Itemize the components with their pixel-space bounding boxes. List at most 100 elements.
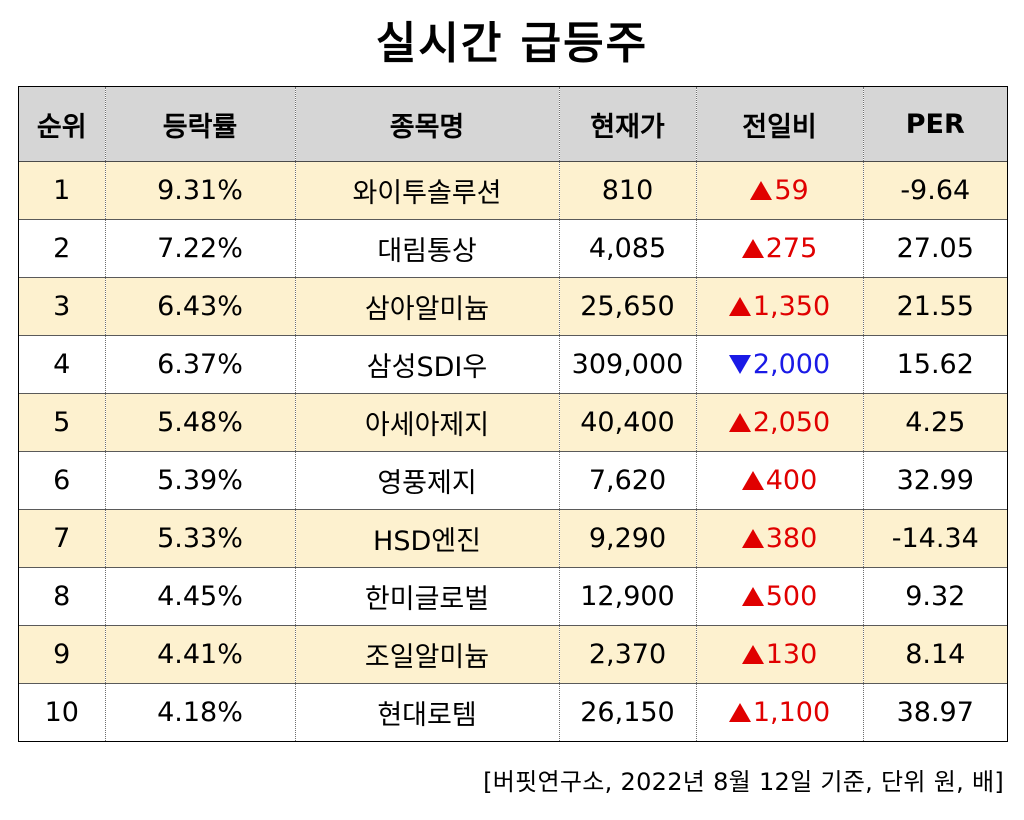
change-amount: 2,050 [752, 406, 831, 438]
cell-change: 2,050 [696, 393, 864, 452]
cell-per: 32.99 [863, 451, 1007, 510]
cell-per: 9.32 [863, 567, 1007, 626]
table-row: 3 6.43% 삼아알미늄 25,650 1,350 21.55 [19, 277, 1007, 336]
cell-stock-name: HSD엔진 [295, 509, 560, 568]
change-amount: 380 [765, 522, 818, 554]
cell-price: 26,150 [559, 683, 697, 741]
change-value: 1,100 [728, 696, 831, 728]
table-header-row: 순위 등락률 종목명 현재가 전일비 PER [19, 87, 1007, 162]
change-value: 2,050 [728, 406, 831, 438]
down-triangle-icon [728, 354, 751, 374]
cell-rank: 3 [19, 277, 106, 336]
cell-rate: 5.33% [105, 509, 296, 568]
cell-rank: 5 [19, 393, 106, 452]
change-value: 130 [741, 638, 818, 670]
cell-rank: 8 [19, 567, 106, 626]
cell-rate: 5.39% [105, 451, 296, 510]
up-triangle-icon [741, 644, 764, 664]
change-value: 500 [741, 580, 818, 612]
table-row: 8 4.45% 한미글로벌 12,900 500 9.32 [19, 567, 1007, 626]
cell-stock-name: 현대로템 [295, 683, 560, 741]
column-header-change: 전일비 [696, 87, 864, 162]
change-value: 59 [750, 174, 809, 206]
cell-rate: 6.37% [105, 335, 296, 394]
cell-stock-name: 삼성SDI우 [295, 335, 560, 394]
cell-price: 810 [559, 161, 697, 220]
cell-price: 40,400 [559, 393, 697, 452]
column-header-rank: 순위 [19, 87, 106, 162]
up-triangle-icon [741, 470, 764, 490]
cell-rank: 9 [19, 625, 106, 684]
change-value: 2,000 [728, 348, 831, 380]
change-amount: 1,100 [752, 696, 831, 728]
cell-rank: 4 [19, 335, 106, 394]
change-amount: 130 [765, 638, 818, 670]
up-triangle-icon [728, 412, 751, 432]
cell-per: 38.97 [863, 683, 1007, 741]
cell-price: 25,650 [559, 277, 697, 336]
cell-per: 4.25 [863, 393, 1007, 452]
column-header-rate: 등락률 [105, 87, 296, 162]
cell-rank: 6 [19, 451, 106, 510]
cell-change: 2,000 [696, 335, 864, 394]
cell-stock-name: 와이투솔루션 [295, 161, 560, 220]
up-triangle-icon [750, 180, 773, 200]
table-row: 4 6.37% 삼성SDI우 309,000 2,000 15.62 [19, 335, 1007, 394]
cell-per: 21.55 [863, 277, 1007, 336]
cell-rank: 10 [19, 683, 106, 741]
cell-stock-name: 한미글로벌 [295, 567, 560, 626]
change-amount: 500 [765, 580, 818, 612]
cell-price: 2,370 [559, 625, 697, 684]
table-row: 1 9.31% 와이투솔루션 810 59 -9.64 [19, 161, 1007, 220]
change-amount: 400 [765, 464, 818, 496]
up-triangle-icon [741, 238, 764, 258]
cell-stock-name: 대림통상 [295, 219, 560, 278]
cell-price: 7,620 [559, 451, 697, 510]
cell-change: 1,100 [696, 683, 864, 741]
table-row: 6 5.39% 영풍제지 7,620 400 32.99 [19, 451, 1007, 510]
cell-per: -9.64 [863, 161, 1007, 220]
cell-rank: 2 [19, 219, 106, 278]
cell-rate: 4.18% [105, 683, 296, 741]
cell-change: 59 [696, 161, 864, 220]
cell-stock-name: 삼아알미늄 [295, 277, 560, 336]
cell-rate: 4.45% [105, 567, 296, 626]
page-title: 실시간 급등주 [375, 18, 649, 69]
table-row: 5 5.48% 아세아제지 40,400 2,050 4.25 [19, 393, 1007, 452]
table-row: 7 5.33% HSD엔진 9,290 380 -14.34 [19, 509, 1007, 568]
change-value: 1,350 [728, 290, 831, 322]
cell-stock-name: 조일알미늄 [295, 625, 560, 684]
column-header-per: PER [863, 87, 1007, 162]
column-header-name: 종목명 [295, 87, 560, 162]
up-triangle-icon [741, 528, 764, 548]
table-row: 9 4.41% 조일알미늄 2,370 130 8.14 [19, 625, 1007, 684]
cell-per: 27.05 [863, 219, 1007, 278]
cell-rate: 9.31% [105, 161, 296, 220]
cell-rank: 7 [19, 509, 106, 568]
change-amount: 275 [765, 232, 818, 264]
cell-stock-name: 아세아제지 [295, 393, 560, 452]
cell-rate: 6.43% [105, 277, 296, 336]
change-value: 380 [741, 522, 818, 554]
cell-rate: 7.22% [105, 219, 296, 278]
change-amount: 2,000 [752, 348, 831, 380]
cell-rate: 5.48% [105, 393, 296, 452]
table-row: 2 7.22% 대림통상 4,085 275 27.05 [19, 219, 1007, 278]
change-value: 400 [741, 464, 818, 496]
change-amount: 59 [774, 174, 809, 206]
cell-change: 275 [696, 219, 864, 278]
cell-change: 500 [696, 567, 864, 626]
change-amount: 1,350 [752, 290, 831, 322]
cell-change: 130 [696, 625, 864, 684]
cell-change: 400 [696, 451, 864, 510]
cell-per: 15.62 [863, 335, 1007, 394]
cell-price: 4,085 [559, 219, 697, 278]
cell-stock-name: 영풍제지 [295, 451, 560, 510]
cell-price: 12,900 [559, 567, 697, 626]
change-value: 275 [741, 232, 818, 264]
up-triangle-icon [741, 586, 764, 606]
cell-rank: 1 [19, 161, 106, 220]
cell-price: 9,290 [559, 509, 697, 568]
column-header-price: 현재가 [559, 87, 697, 162]
table-body: 1 9.31% 와이투솔루션 810 59 -9.64 2 7.22% 대림통상 4,085 275… [19, 161, 1007, 741]
